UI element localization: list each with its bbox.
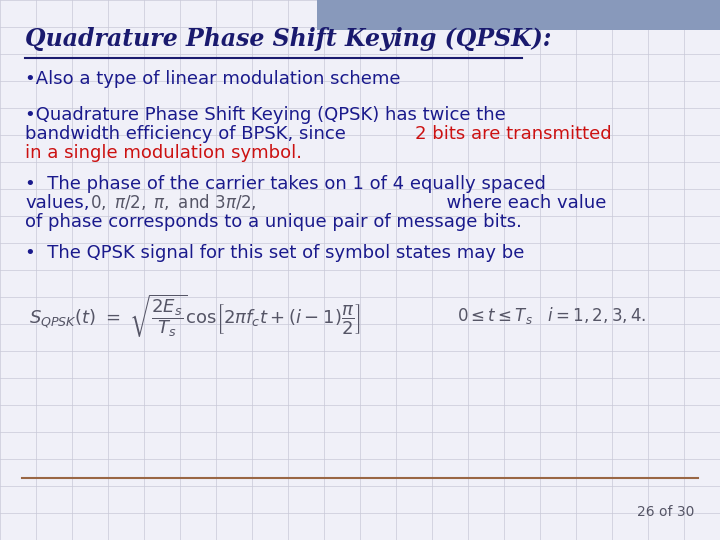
Text: where each value: where each value [389, 194, 606, 212]
Text: $0,\ \pi/2,\ \pi,\ \mathrm{and}\ 3\pi/2,$: $0,\ \pi/2,\ \pi,\ \mathrm{and}\ 3\pi/2,… [90, 192, 256, 212]
Text: in a single modulation symbol.: in a single modulation symbol. [25, 144, 302, 161]
Text: values,: values, [25, 194, 90, 212]
FancyBboxPatch shape [317, 0, 720, 30]
Text: of phase corresponds to a unique pair of message bits.: of phase corresponds to a unique pair of… [25, 213, 522, 231]
Text: •  The phase of the carrier takes on 1 of 4 equally spaced: • The phase of the carrier takes on 1 of… [25, 175, 546, 193]
Text: 26 of 30: 26 of 30 [637, 505, 695, 519]
Text: •  The QPSK signal for this set of symbol states may be: • The QPSK signal for this set of symbol… [25, 244, 525, 262]
Text: bandwidth efficiency of BPSK, since: bandwidth efficiency of BPSK, since [25, 125, 352, 143]
Text: 2 bits are transmitted: 2 bits are transmitted [415, 125, 611, 143]
Text: $0 \leq t \leq T_s \quad i = 1, 2, 3, 4.$: $0 \leq t \leq T_s \quad i = 1, 2, 3, 4.… [457, 306, 647, 326]
Text: $S_{QPSK}(t) \ = \ \sqrt{\dfrac{2E_s}{T_s}}\cos\!\left[2\pi f_c t + (i-1)\dfrac{: $S_{QPSK}(t) \ = \ \sqrt{\dfrac{2E_s}{T_… [29, 293, 361, 339]
Text: •Quadrature Phase Shift Keying (QPSK) has twice the: •Quadrature Phase Shift Keying (QPSK) ha… [25, 106, 506, 124]
Text: Quadrature Phase Shift Keying (QPSK):: Quadrature Phase Shift Keying (QPSK): [25, 27, 552, 51]
Text: •Also a type of linear modulation scheme: •Also a type of linear modulation scheme [25, 70, 401, 87]
